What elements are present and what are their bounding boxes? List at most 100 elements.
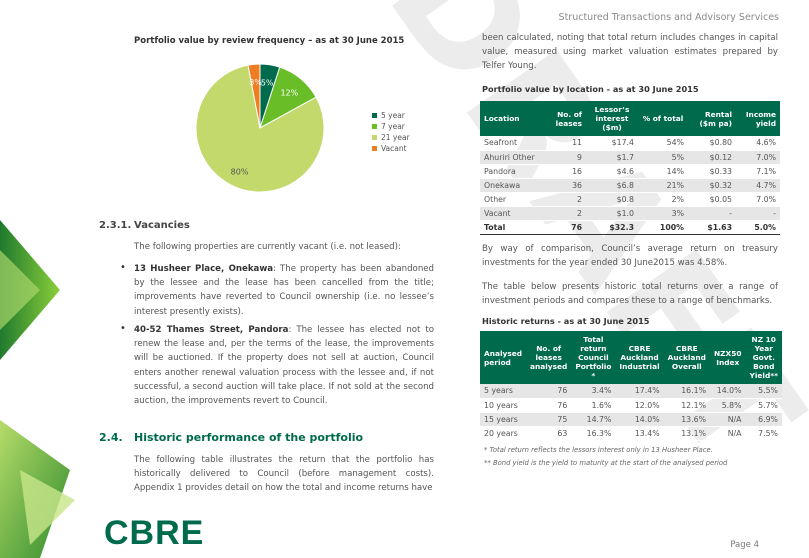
table-cell: - [688,206,736,221]
table2-body: 5 years 76 3.4% 17.4% 16.1% 14.0% 5.5% 10 years… [480,384,782,441]
table-cell: $0.05 [688,192,736,207]
table1-body: Seafront 11 $17.4 54% $0.80 4.6% Ahuriri Other… [480,136,780,235]
table-cell: 76 [526,398,572,413]
table-cell: $0.8 [586,192,638,207]
table-cell: 54% [638,136,688,151]
green-arrows-graphic [0,220,75,558]
cbre-logo: CBRE [104,514,205,552]
table-intro-text: The table below presents historic total … [482,282,778,307]
table-cell: 5.7% [745,398,782,413]
table-cell: 5.0% [736,219,780,235]
table-cell: 16.3% [571,426,616,441]
pie-chart-svg: 5% 12% 80% 3% [195,63,325,193]
table-cell: 6.9% [745,412,782,427]
header-title: Structured Transactions and Advisory Ser… [558,12,779,23]
bullet-marker: • [120,323,126,334]
table-cell: 7.1% [736,164,780,179]
table-cell: 16.1% [663,384,710,399]
table2-header-cell: NZ 10 Year Govt. Bond Yield** [745,331,782,384]
table2-header-cell: CBRE Auckland Overall [663,331,710,384]
table-row: Onekawa 36 $6.8 21% $0.32 4.7% [480,178,780,193]
table-total-row: Total 76 $32.3 100% $1.63 5.0% [480,219,780,235]
table-cell: Onekawa [480,178,542,193]
table-cell: 12.0% [615,398,664,413]
pie-slice-21-year [195,64,325,193]
table-cell: Pandora [480,164,542,179]
table2-header-cell: NZX50 Index [709,331,746,384]
table2-header-cell: Analysed period [480,331,527,384]
legend-item: Vacant [372,143,410,154]
table-row: 15 years 75 14.7% 14.0% 13.6% N/A 6.9% [480,412,782,427]
table-cell: 100% [638,219,688,235]
table-cell: 5.8% [709,398,746,413]
table-cell: N/A [709,426,746,441]
table-cell: $1.63 [688,219,736,235]
table-cell: - [736,206,780,221]
table-cell: 2 [542,206,586,221]
table1-header-cell: % of total [638,101,688,136]
legend-swatch [372,113,377,118]
table-cell: $0.12 [688,150,736,165]
table-cell: 2% [638,192,688,207]
continued-text: been calculated, noting that total retur… [482,33,778,72]
bullet-item-2: 40-52 Thames Street, Pandora: The lessee… [134,323,434,408]
table-row: Seafront 11 $17.4 54% $0.80 4.6% [480,136,780,151]
historic-returns-table: Analysed period No. of leases analysed T… [480,331,782,441]
table-cell: $4.6 [586,164,638,179]
pie-data-label: 3% [249,78,262,87]
table1-header-cell: No. of leases [542,101,586,136]
bullet-2-bold: 40-52 Thames Street, Pandora [134,325,289,335]
table-cell: 12.1% [663,398,710,413]
table-cell: 2 [542,192,586,207]
table-cell: 76 [542,219,586,235]
table-cell: 36 [542,178,586,193]
legend-label: 21 year [381,133,410,142]
table-row: 5 years 76 3.4% 17.4% 16.1% 14.0% 5.5% [480,384,782,399]
table-cell: 14% [638,164,688,179]
section-title: Vacancies [134,220,190,231]
figure-title: Portfolio value by review frequency – as… [134,36,405,46]
table-cell: 20 years [480,426,527,441]
pie-data-label: 80% [231,167,249,176]
comparison-text: By way of comparison, Council’s average … [482,244,778,269]
table2-header-row: Analysed period No. of leases analysed T… [480,331,782,384]
table2-title: Historic returns - as at 30 June 2015 [482,316,650,326]
legend-item: 5 year [372,110,410,121]
table1-header-row: Location No. of leases Lessor’s interest… [480,101,780,136]
table2-header-cell: CBRE Auckland Industrial [615,331,664,384]
table-cell: 1.6% [571,398,616,413]
table-cell: 3% [638,206,688,221]
table-cell: 5.5% [745,384,782,399]
table-cell: 11 [542,136,586,151]
left-decoration-band [0,0,92,558]
table-cell: $1.7 [586,150,638,165]
pie-slice-vacant [247,63,261,129]
page-number: Page 4 [730,540,759,550]
table-cell: 4.7% [736,178,780,193]
table-row: Vacant 2 $1.0 3% - - [480,206,780,221]
legend-label: 5 year [381,111,405,120]
table-cell: 15 years [480,412,527,427]
table-cell: 17.4% [615,384,664,399]
table-row: Pandora 16 $4.6 14% $0.33 7.1% [480,164,780,179]
table-cell: 7.0% [736,150,780,165]
table2-header-cell: No. of leases analysed [526,331,572,384]
table-cell: 7.5% [745,426,782,441]
table-cell: 21% [638,178,688,193]
table-cell: 63 [526,426,572,441]
table-cell: 9 [542,150,586,165]
table1-header-cell: Rental ($m pa) [688,101,736,136]
pie-data-label: 5% [261,78,274,87]
table-cell: $0.32 [688,178,736,193]
pie-data-label: 12% [280,88,298,97]
table-row: 10 years 76 1.6% 12.0% 12.1% 5.8% 5.7% [480,398,782,413]
table-cell: $0.80 [688,136,736,151]
table2-header-cell: Total return Council Portfolio * [571,331,616,384]
table1-header-cell: Location [480,101,542,136]
vacancies-intro: The following properties are currently v… [134,242,401,252]
table1-title: Portfolio value by location - as at 30 J… [482,84,699,94]
legend-swatch [372,135,377,140]
historic-performance-text: The following table illustrates the retu… [134,455,434,494]
table-cell: Other [480,192,542,207]
